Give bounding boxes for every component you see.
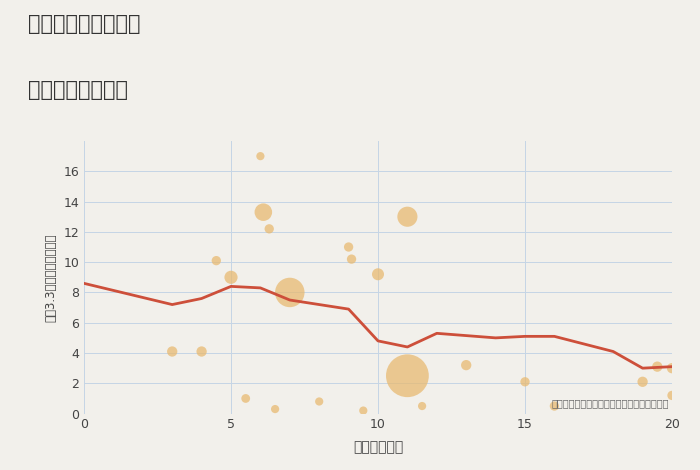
X-axis label: 駅距離（分）: 駅距離（分） <box>353 440 403 454</box>
Point <box>666 364 678 372</box>
Point <box>343 243 354 251</box>
Point <box>652 363 663 370</box>
Text: 三重県伊賀市川上の: 三重県伊賀市川上の <box>28 14 141 34</box>
Point <box>358 407 369 415</box>
Point <box>270 405 281 413</box>
Point <box>519 378 531 385</box>
Point <box>284 289 295 296</box>
Point <box>402 213 413 220</box>
Point <box>637 378 648 385</box>
Point <box>461 361 472 369</box>
Point <box>225 274 237 281</box>
Point <box>258 208 269 216</box>
Text: 駅距離別土地価格: 駅距離別土地価格 <box>28 80 128 100</box>
Point <box>666 392 678 399</box>
Point <box>255 152 266 160</box>
Point <box>416 402 428 410</box>
Point <box>372 271 384 278</box>
Point <box>402 372 413 379</box>
Text: 円の大きさは、取引のあった物件面積を示す: 円の大きさは、取引のあった物件面積を示す <box>552 398 669 408</box>
Point <box>264 225 275 233</box>
Point <box>549 402 560 410</box>
Point <box>196 348 207 355</box>
Point <box>314 398 325 405</box>
Y-axis label: 坪（3.3㎡）単価（万円）: 坪（3.3㎡）単価（万円） <box>45 233 57 321</box>
Point <box>167 348 178 355</box>
Point <box>211 257 222 265</box>
Point <box>240 395 251 402</box>
Point <box>346 255 357 263</box>
